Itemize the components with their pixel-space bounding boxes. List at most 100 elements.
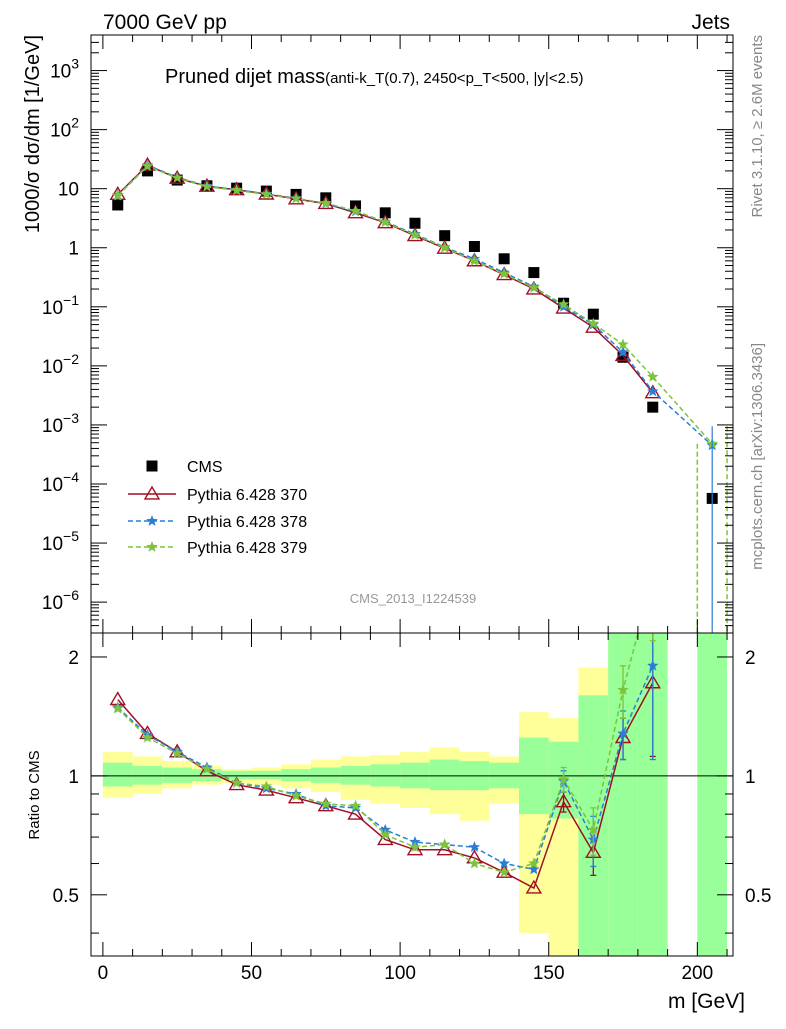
ratio-data-point (287, 789, 305, 804)
plot-title: Pruned dijet mass(anti-k_T(0.7), 2450<p_… (165, 66, 583, 88)
ratio-data-point (436, 841, 453, 856)
main-data-point (647, 385, 659, 397)
ratio-plot-series (91, 633, 733, 894)
main-data-point (617, 338, 629, 350)
main-data-point (320, 197, 332, 208)
ratio-data-point (528, 863, 540, 875)
main-data-point (587, 317, 600, 329)
main-y-tick-label: 10−2 (42, 351, 79, 378)
ratio-inner-band (310, 767, 341, 783)
legend-label: CMS (187, 459, 223, 476)
analysis-watermark: CMS_2013_I1224539 (350, 591, 477, 606)
x-tick-label: 0 (98, 963, 109, 984)
ratio-inner-band (102, 762, 133, 787)
main-data-point (439, 230, 451, 242)
ratio-data-point (647, 659, 659, 671)
main-data-point (379, 207, 391, 219)
ratio-inner-band (429, 759, 460, 791)
ratio-inner-band (340, 765, 371, 785)
main-data-point (112, 199, 124, 211)
ratio-inner-band (221, 770, 252, 780)
main-data-point (230, 184, 243, 196)
main-y-tick-label: 10 (58, 180, 79, 201)
main-y-tick-label: 10−6 (42, 587, 79, 614)
ratio-data-point (409, 841, 421, 853)
ratio-inner-band (132, 765, 163, 785)
ratio-y-tick-label: 1 (68, 767, 79, 788)
ratio-inner-band (251, 770, 282, 780)
x-tick-label: 200 (681, 963, 713, 984)
ratio-data-point (230, 776, 243, 788)
ratio-inner-band (697, 633, 728, 956)
ratio-y-axis-label: Ratio to CMS (26, 750, 43, 839)
ratio-data-point (201, 763, 213, 775)
ratio-data-point (320, 797, 332, 809)
ratio-data-point (525, 879, 543, 894)
main-data-point (112, 189, 124, 201)
main-data-point (614, 347, 632, 362)
ratio-uncertainty-bands (102, 633, 728, 956)
main-data-point (647, 370, 659, 382)
ratio-inner-band (281, 769, 311, 782)
main-data-point (587, 308, 599, 320)
main-y-tick-label: 1 (68, 239, 79, 260)
main-series-line (117, 165, 713, 445)
main-data-point (171, 171, 183, 183)
main-data-point (528, 267, 540, 279)
main-data-point (557, 298, 570, 310)
main-data-point (498, 267, 510, 279)
main-data-point (468, 254, 481, 266)
x-axis-label: m [GeV] (668, 990, 745, 1013)
main-series-line (117, 164, 654, 394)
ratio-data-point (290, 789, 302, 801)
main-data-point (644, 384, 661, 399)
ratio-data-point (258, 781, 275, 796)
main-data-point (349, 204, 362, 216)
ratio-data-point (406, 841, 424, 856)
main-data-point (498, 253, 510, 265)
ratio-plot-frame (90, 632, 734, 957)
main-data-point (201, 180, 213, 192)
ratio-y-tick-label-right: 1 (745, 767, 756, 788)
legend-label: Pythia 6.428 379 (187, 540, 307, 557)
ratio-data-point (587, 823, 600, 835)
legend-label: Pythia 6.428 378 (187, 514, 307, 531)
main-y-axis-label: 1000/σ dσ/dm [1/GeV] (22, 35, 44, 233)
main-data-point (617, 346, 629, 358)
x-tick-label: 50 (241, 963, 262, 984)
ratio-data-point (528, 857, 540, 869)
main-data-point (617, 351, 629, 363)
main-data-point (438, 241, 451, 253)
main-y-tick-label: 102 (50, 115, 79, 142)
main-data-point (290, 192, 302, 204)
ratio-data-point (171, 747, 183, 759)
ratio-data-point (438, 838, 451, 850)
ratio-inner-band (162, 767, 193, 783)
ratio-y-tick-label: 2 (68, 648, 79, 669)
main-series-line (117, 164, 713, 446)
main-data-point (647, 401, 659, 413)
main-y-tick-label: 10−5 (42, 528, 79, 555)
ratio-data-point (468, 857, 481, 869)
main-data-point (525, 280, 543, 295)
legend-marker (143, 485, 161, 500)
ratio-data-point (260, 780, 273, 792)
ratio-data-point (557, 773, 570, 785)
main-y-tick-label: 103 (50, 56, 79, 83)
ratio-data-point (141, 731, 154, 743)
ratio-y-tick-label-right: 0.5 (745, 886, 771, 907)
energy-label: 7000 GeV pp (103, 11, 227, 34)
main-axes: 10−6 10−5 10−4 10−3 10−2 10−1 1 10 102 103 (42, 34, 733, 634)
x-tick-label: 150 (533, 963, 565, 984)
main-data-point (379, 216, 391, 228)
ratio-data-point (112, 702, 124, 714)
ratio-data-point (377, 831, 394, 846)
main-data-point (409, 228, 421, 240)
main-y-tick-label: 10−1 (42, 292, 79, 319)
legend-marker (146, 541, 158, 552)
mcplots-reference-label: mcplots.cern.ch [arXiv:1306.3436] (749, 343, 766, 570)
legend-label: Pythia 6.428 370 (187, 487, 307, 504)
rivet-version-label: Rivet 3.1.10, ≥ 2.6M events (749, 35, 766, 218)
